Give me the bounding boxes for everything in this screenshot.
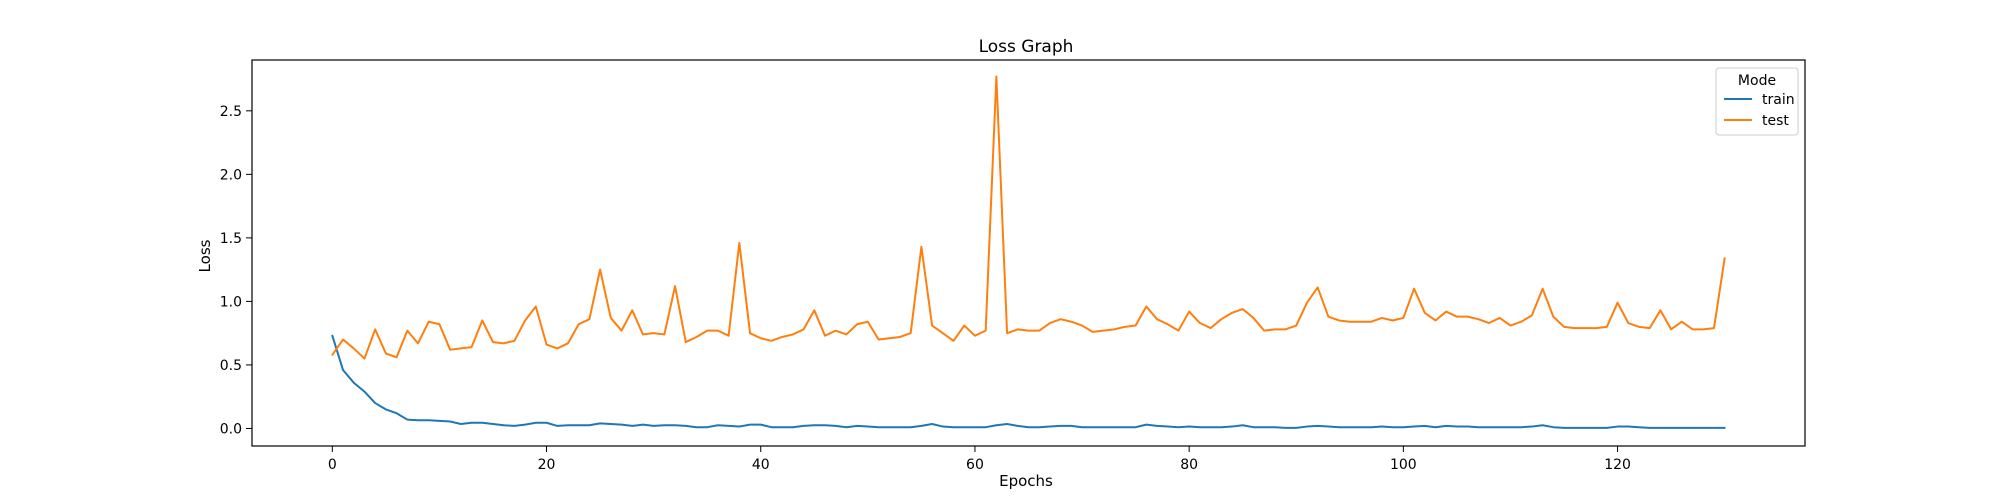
plot-area (251, 59, 1806, 447)
y-tick-label: 1.5 (220, 231, 242, 247)
legend-label-train: train (1762, 92, 1795, 108)
x-tick-label: 20 (538, 457, 556, 473)
chart-title: Loss Graph (979, 37, 1074, 57)
x-tick-label: 120 (1604, 457, 1631, 473)
legend: Mode train test (1715, 67, 1799, 136)
legend-box (1715, 67, 1799, 136)
x-tick-label: 100 (1390, 457, 1417, 473)
y-tick-label: 2.0 (220, 167, 242, 183)
x-tick-label: 80 (1180, 457, 1198, 473)
legend-title: Mode (1738, 73, 1776, 89)
legend-items: train test (1724, 92, 1795, 129)
x-axis-ticks: 0 20 40 60 80 100 120 (328, 446, 1631, 473)
y-tick-label: 0.5 (220, 358, 242, 374)
plot-frame (251, 59, 1806, 447)
x-tick-label: 40 (752, 457, 770, 473)
x-tick-label: 0 (328, 457, 337, 473)
y-axis-ticks: 0.0 0.5 1.0 1.5 2.0 2.5 (220, 104, 252, 437)
legend-label-test: test (1762, 113, 1789, 129)
series-lines (331, 75, 1726, 429)
y-tick-label: 2.5 (220, 104, 242, 120)
y-tick-label: 0.0 (220, 421, 242, 437)
x-axis-label: Epochs (999, 472, 1053, 490)
y-axis-label: Loss (196, 239, 214, 272)
y-tick-label: 1.0 (220, 294, 242, 310)
series-line-test (331, 75, 1726, 360)
series-line-train (331, 334, 1726, 429)
x-tick-label: 60 (966, 457, 984, 473)
